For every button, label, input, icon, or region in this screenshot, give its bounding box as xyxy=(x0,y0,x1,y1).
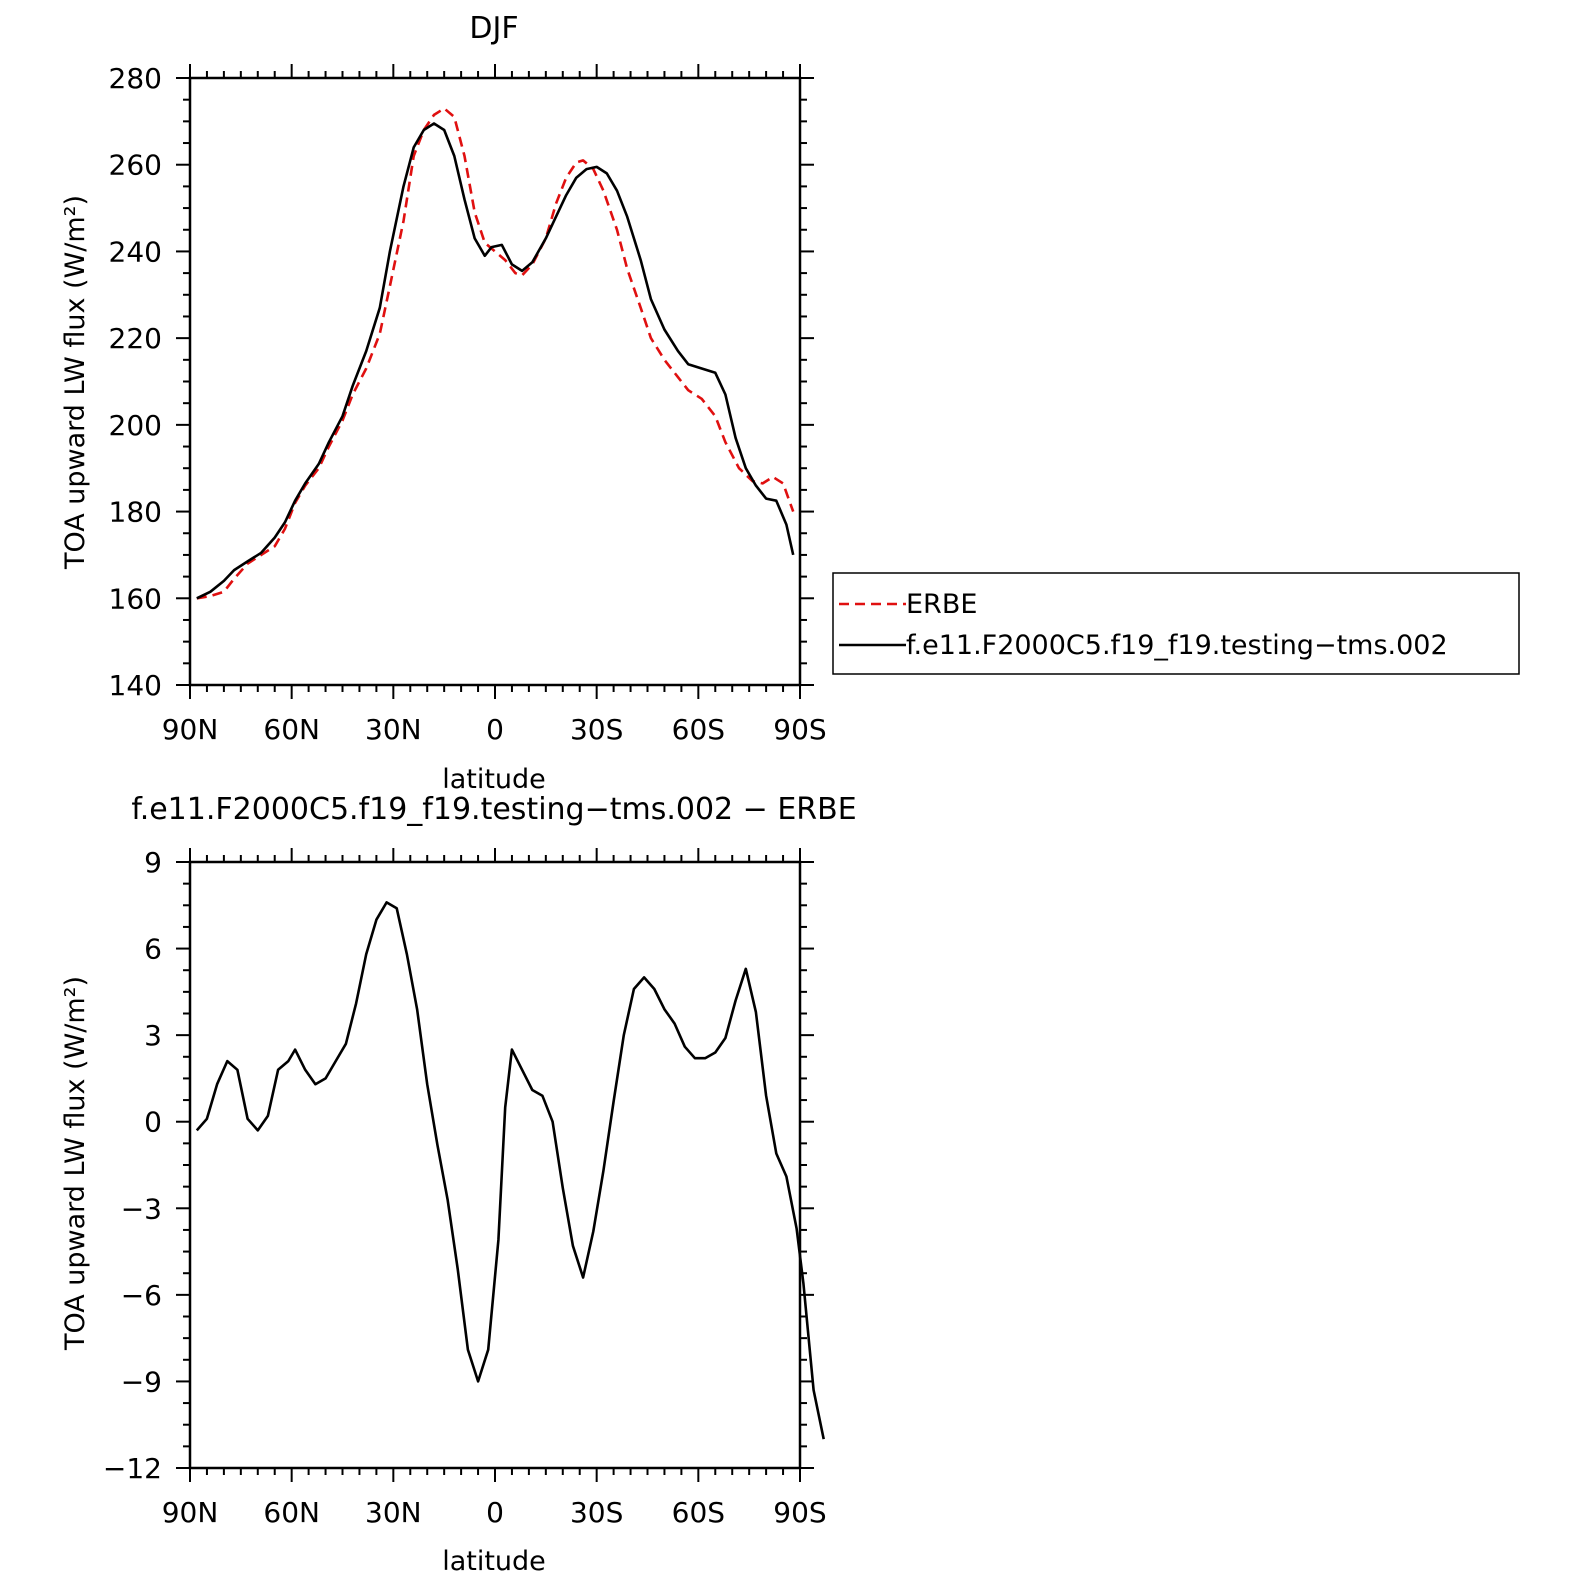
bottom-chart-y-tick-label: 6 xyxy=(144,933,162,966)
top-chart-x-tick-label: 60N xyxy=(263,713,320,746)
bottom-chart-y-tick-label: −3 xyxy=(121,1192,162,1225)
legend-label-model: f.e11.F2000C5.f19_f19.testing−tms.002 xyxy=(906,630,1448,661)
bottom-chart-series xyxy=(195,901,825,1440)
bottom-chart-title: f.e11.F2000C5.f19_f19.testing−tms.002 − … xyxy=(131,792,856,827)
bottom-chart-x-tick-label: 90S xyxy=(773,1496,826,1529)
bottom-chart-y-tick-label: −9 xyxy=(121,1365,162,1398)
top-chart-y-tick-label: 280 xyxy=(109,62,162,95)
bottom-chart-x-tick-labels: 90N 60N 30N 0 30S 60S 90S xyxy=(162,1496,827,1529)
top-chart-series-line-1 xyxy=(196,122,795,600)
top-chart-panel: DJF TOA upward LW flux (W/m²) latitude 1… xyxy=(60,11,827,795)
bottom-chart-panel: f.e11.F2000C5.f19_f19.testing−tms.002 − … xyxy=(60,792,857,1577)
top-chart-y-tick-label: 160 xyxy=(109,582,162,615)
bottom-chart-y-tick-label: −12 xyxy=(103,1452,162,1485)
bottom-chart-x-tick-label: 30N xyxy=(365,1496,422,1529)
top-chart-y-tick-label: 220 xyxy=(109,322,162,355)
top-chart-y-tick-label: 260 xyxy=(109,149,162,182)
top-chart-x-tick-label: 0 xyxy=(486,713,504,746)
top-chart-y-tick-label: 200 xyxy=(109,409,162,442)
bottom-chart-x-tick-label: 90N xyxy=(162,1496,219,1529)
top-chart-x-tick-label: 90S xyxy=(773,713,826,746)
bottom-chart-y-tick-label: 3 xyxy=(144,1019,162,1052)
legend: ERBE f.e11.F2000C5.f19_f19.testing−tms.0… xyxy=(832,572,1520,675)
legend-box xyxy=(832,572,1520,675)
bottom-chart-y-tick-label: −6 xyxy=(121,1279,162,1312)
top-chart-x-axis-label: latitude xyxy=(442,764,546,795)
top-chart-x-tick-label: 30S xyxy=(570,713,623,746)
bottom-chart-plot-frame xyxy=(188,860,802,1470)
bottom-chart-y-tick-label: 0 xyxy=(144,1106,162,1139)
bottom-chart-y-tick-labels: −12 −9 −6 −3 0 3 6 9 xyxy=(103,846,162,1485)
top-chart-x-tick-label: 30N xyxy=(365,713,422,746)
bottom-chart-x-tick-label: 30S xyxy=(570,1496,623,1529)
bottom-chart-series-line-0 xyxy=(195,901,825,1440)
bottom-chart-x-tick-label: 0 xyxy=(486,1496,504,1529)
bottom-chart-y-axis-label: TOA upward LW flux (W/m²) xyxy=(60,976,91,1351)
top-chart-title: DJF xyxy=(469,11,518,46)
top-chart-y-tick-label: 180 xyxy=(109,496,162,529)
top-chart-y-tick-label: 240 xyxy=(109,235,162,268)
legend-label-erbe: ERBE xyxy=(906,589,977,620)
top-chart-y-tick-labels: 140 160 180 200 220 240 260 280 xyxy=(109,62,162,702)
top-chart-plot-frame xyxy=(188,76,802,687)
bottom-chart-x-tick-label: 60N xyxy=(263,1496,320,1529)
top-chart-x-tick-label: 90N xyxy=(162,713,219,746)
top-chart-x-tick-labels: 90N 60N 30N 0 30S 60S 90S xyxy=(162,713,827,746)
bottom-chart-y-tick-label: 9 xyxy=(144,846,162,879)
bottom-chart-x-tick-label: 60S xyxy=(672,1496,725,1529)
top-chart-x-tick-label: 60S xyxy=(672,713,725,746)
bottom-chart-x-axis-label: latitude xyxy=(442,1546,546,1577)
top-chart-y-axis-label: TOA upward LW flux (W/m²) xyxy=(60,195,91,570)
top-chart-series xyxy=(196,107,795,600)
top-chart-y-tick-label: 140 xyxy=(109,669,162,702)
